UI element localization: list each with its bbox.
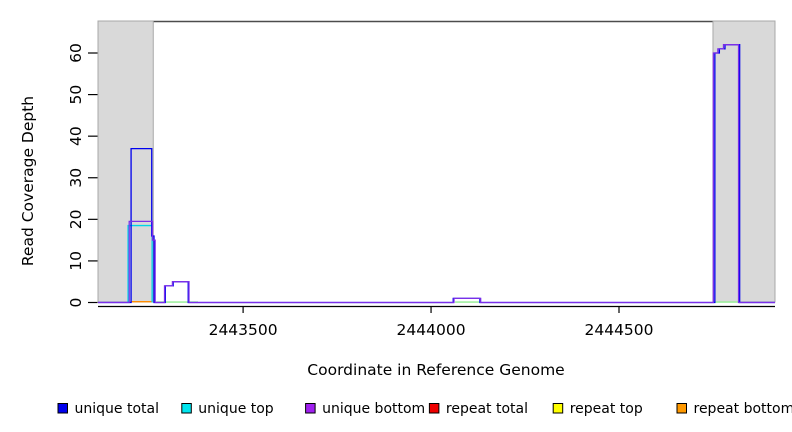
legend-swatch-repeat-total	[428, 403, 440, 414]
x-tick-label: 2443500	[209, 321, 278, 339]
y-tick-label: 50	[67, 85, 85, 105]
y-tick-label: 10	[67, 251, 85, 271]
y-tick-label: 0	[67, 298, 85, 308]
legend-item-unique-top: unique top	[181, 401, 274, 417]
legend-item-unique-total: unique total	[57, 401, 159, 417]
legend-swatch-unique-total	[57, 403, 68, 414]
legend-label: repeat bottom	[694, 401, 792, 417]
legend-label: repeat total	[446, 401, 528, 417]
y-tick-label: 60	[67, 43, 85, 63]
legend-item-repeat-total: repeat total	[428, 401, 528, 417]
shaded-region	[97, 20, 154, 303]
legend-swatch-unique-bottom	[305, 403, 316, 414]
legend-label: unique bottom	[322, 401, 425, 417]
legend-label: repeat top	[570, 401, 643, 417]
legend-label: unique top	[198, 401, 274, 417]
legend-swatch-repeat-top	[552, 403, 564, 414]
x-tick-label: 2444000	[397, 321, 466, 339]
legend-item-repeat-top: repeat top	[552, 401, 643, 417]
y-tick-label: 30	[67, 168, 85, 188]
y-axis-label: Read Coverage Depth	[19, 96, 37, 266]
legend-swatch-unique-top	[181, 403, 192, 414]
chart-dynamic-layer: 2443500 2444000 2444500 0 10 20 30 40 50 60	[67, 20, 776, 339]
series-unique-bottom	[98, 44, 775, 304]
series-unique-total	[98, 44, 775, 304]
legend-item-repeat-bottom: repeat bottom	[676, 401, 792, 417]
legend: unique total unique top unique bottom repea…	[57, 401, 792, 417]
shaded-region	[712, 20, 776, 303]
y-tick-label: 20	[67, 209, 85, 229]
x-axis-label: Coordinate in Reference Genome	[307, 361, 564, 379]
series-unique-top	[127, 224, 153, 303]
y-tick-label: 40	[67, 126, 85, 146]
legend-label: unique total	[75, 401, 159, 417]
legend-swatch-repeat-bottom	[676, 403, 687, 414]
legend-item-unique-bottom: unique bottom	[305, 401, 425, 417]
x-tick-label: 2444500	[584, 321, 653, 339]
